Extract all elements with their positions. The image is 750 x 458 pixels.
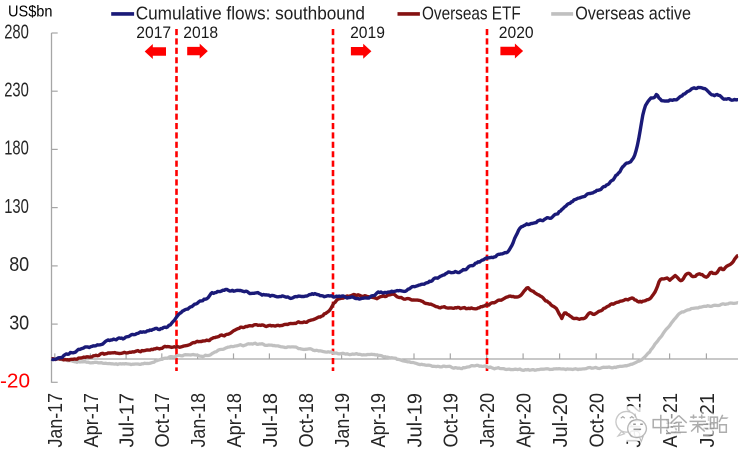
svg-text:230: 230: [4, 80, 29, 102]
svg-text:Apr-18: Apr-18: [223, 393, 246, 448]
svg-text:Cumulative flows: southbound: Cumulative flows: southbound: [136, 3, 365, 24]
svg-text:Oct-17: Oct-17: [151, 393, 174, 448]
svg-text:Jul-17: Jul-17: [116, 393, 139, 448]
svg-text:2017: 2017: [136, 23, 171, 42]
svg-text:Overseas active: Overseas active: [575, 3, 691, 24]
svg-text:280: 280: [4, 21, 29, 43]
svg-text:-20: -20: [0, 371, 30, 393]
svg-text:2020: 2020: [499, 23, 534, 42]
svg-text:US$bn: US$bn: [8, 3, 53, 20]
svg-text:2019: 2019: [350, 23, 385, 42]
svg-text:130: 130: [4, 196, 29, 218]
svg-text:Jan-19: Jan-19: [331, 393, 354, 448]
svg-text:30: 30: [9, 312, 29, 334]
svg-text:180: 180: [4, 138, 29, 160]
svg-text:Oct-18: Oct-18: [295, 393, 318, 448]
svg-text:Jul-20: Jul-20: [549, 393, 572, 448]
svg-text:Jul-19: Jul-19: [403, 393, 426, 448]
svg-text:Apr-20: Apr-20: [513, 393, 536, 448]
svg-text:Oct-19: Oct-19: [440, 393, 463, 448]
svg-text:2018: 2018: [183, 23, 218, 42]
svg-text:80: 80: [9, 254, 29, 276]
svg-text:Apr-17: Apr-17: [80, 393, 103, 448]
svg-text:Jan-18: Jan-18: [187, 393, 210, 448]
svg-text:Apr-19: Apr-19: [367, 393, 390, 448]
svg-text:Jan-20: Jan-20: [476, 393, 499, 448]
svg-text:Jan-17: Jan-17: [44, 393, 67, 448]
svg-text:Oct-20: Oct-20: [586, 393, 609, 448]
svg-text:Overseas ETF: Overseas ETF: [422, 3, 521, 24]
svg-text:Jul-18: Jul-18: [259, 393, 282, 448]
